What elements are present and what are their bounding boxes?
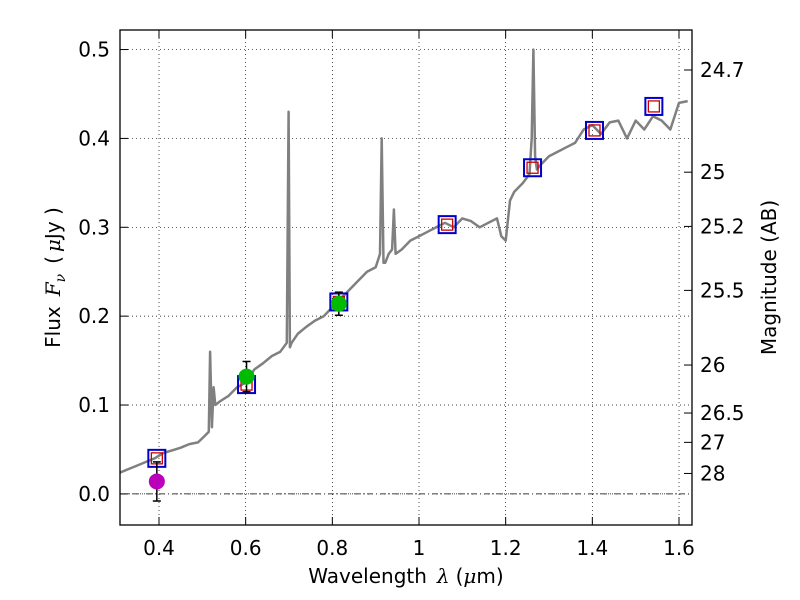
x-axis-label: Wavelength λ (μm) (308, 564, 503, 588)
grid-lines (120, 30, 692, 525)
magnitude-tick-label: 24.7 (700, 58, 745, 82)
x-tick-label: 1.2 (490, 536, 522, 560)
model-photometry-square-inner (588, 124, 601, 137)
y-tick-label: 0.0 (78, 482, 110, 506)
magnitude-tick-label: 26 (700, 353, 725, 377)
magnitude-axis-label: Magnitude (AB) (757, 200, 781, 355)
y-tick-label: 0.3 (78, 215, 110, 239)
x-tick-label: 0.4 (143, 536, 175, 560)
x-tick-label: 1 (413, 536, 426, 560)
model-photometry-square-inner (647, 100, 661, 113)
photometry-points (147, 96, 664, 502)
magnitude-tick-label: 25.5 (700, 278, 745, 302)
magnitude-tick-label: 25.2 (700, 214, 745, 238)
y-tick-label: 0.2 (78, 304, 110, 328)
model-photometry-square-inner (441, 218, 454, 231)
x-tick-label: 1.4 (576, 536, 608, 560)
magnitude-tick-label: 25 (700, 160, 725, 184)
model-photometry-square (644, 96, 664, 116)
magnitude-tick-label: 27 (700, 430, 725, 454)
observed-photometry-point (238, 368, 255, 385)
x-tick-label: 0.8 (316, 536, 348, 560)
y-tick-label: 0.4 (78, 126, 110, 150)
y-tick-label: 0.5 (78, 38, 110, 62)
y-tick-label: 0.1 (78, 393, 110, 417)
axis-ticks (120, 30, 692, 525)
model-photometry-square (437, 215, 457, 235)
x-tick-label: 1.6 (663, 536, 695, 560)
observed-photometry-point (148, 473, 165, 490)
observed-photometry-point (330, 295, 347, 312)
magnitude-tick-label: 26.5 (700, 401, 745, 425)
model-photometry-square-inner (526, 161, 539, 174)
magnitude-tick-label: 28 (700, 461, 725, 485)
x-tick-label: 0.6 (230, 536, 262, 560)
model-photometry-square (523, 158, 543, 178)
y-axis-label: FluxFν(μJy ) (41, 207, 69, 348)
model-photometry-square (585, 120, 604, 140)
spectrum-line (119, 48, 688, 474)
plot-frame (119, 29, 693, 526)
